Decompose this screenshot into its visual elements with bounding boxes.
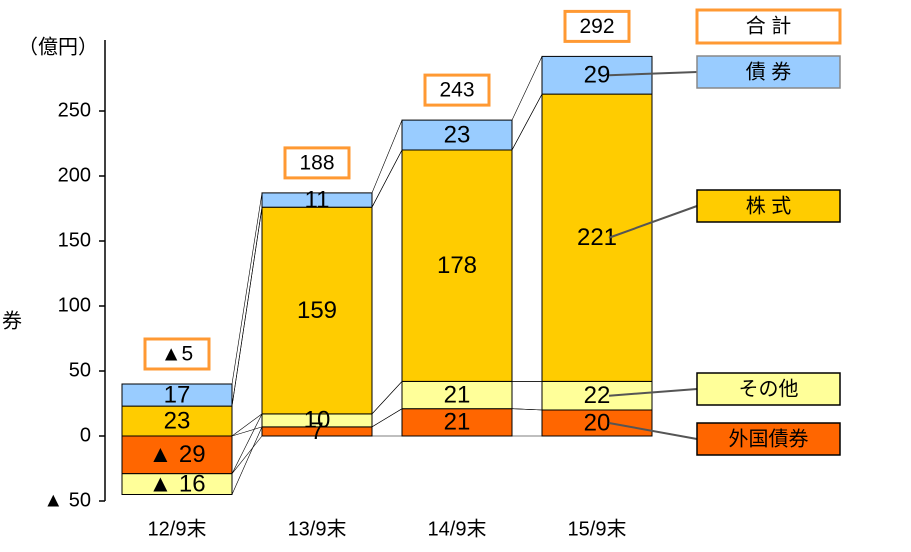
total-box [563,9,631,43]
value-label: 20 [584,409,611,436]
value-label: 22 [584,382,611,409]
bar-segment [541,380,653,411]
value-label: 29 [584,62,611,89]
value-label: 159 [297,297,337,324]
x-tick-label: 13/9末 [288,517,347,540]
x-tick-label: 14/9末 [428,517,487,540]
x-tick-label: 15/9末 [568,517,627,540]
legend-box [696,372,841,406]
connector [371,149,403,208]
connector [511,408,543,411]
y-tick-label: 200 [58,164,91,186]
legend-label: 債 券 [746,60,792,83]
legend-leader [608,205,698,239]
bar-segment [401,380,513,410]
value-label: ▲ 29 [148,441,205,468]
connector [231,426,263,437]
y-tick-label: 150 [58,229,91,251]
bar-segment [401,119,513,151]
value-label: 10 [304,407,331,434]
total-label: 188 [299,151,334,174]
bar-segment [121,435,233,475]
bar-segment [401,149,513,382]
value-label: 7 [310,418,323,445]
connector [231,435,263,474]
value-label: 17 [164,381,191,408]
legend-leader [608,388,698,397]
bar-segment [401,408,513,437]
bar-segment [261,206,373,415]
connector [511,56,543,121]
connector [231,426,263,495]
bar-segment [541,409,653,437]
connector [511,93,543,151]
y-axis-label: （億円） [18,35,98,58]
connector [231,413,263,474]
value-label: 11 [305,186,330,213]
y-tick-label: 250 [58,99,91,121]
value-label: 178 [437,252,477,279]
connector [231,207,263,407]
legend-label: 外国債券 [729,427,809,450]
y-tick-label: 0 [80,424,91,446]
total-box [423,73,491,107]
legend-leader [608,422,698,440]
value-label: 21 [444,381,471,408]
total-box [143,337,211,371]
connector [371,119,403,194]
x-tick-label: 12/9末 [148,517,207,540]
connector [371,408,403,428]
side-note: 券 [2,309,22,332]
total-label: 292 [579,15,614,38]
connector [231,413,263,437]
value-label: 23 [444,121,471,148]
total-label: 243 [439,79,474,102]
legend-label: 株 式 [746,194,792,217]
legend-label: その他 [739,377,799,400]
y-tick-label: 50 [69,359,91,381]
bar-segment [121,473,233,496]
legend-leader [608,71,698,77]
y-tick-label: ▲ 50 [43,489,91,511]
bar-segment [121,383,233,407]
value-label: 21 [444,409,471,436]
y-tick-label: 100 [58,294,91,316]
legend-box [695,8,842,45]
connector [371,381,403,415]
bar-segment [541,93,653,382]
legend-box [696,422,841,456]
value-label: 23 [164,407,191,434]
total-box [283,146,351,180]
value-label: ▲ 16 [148,470,205,497]
legend-box [696,55,841,89]
bar-segment [121,405,233,437]
legend-box [696,189,841,223]
bar-segment [261,192,373,208]
connector [231,192,263,385]
legend-label: 合 計 [746,14,792,37]
total-label: ▲5 [161,343,193,366]
